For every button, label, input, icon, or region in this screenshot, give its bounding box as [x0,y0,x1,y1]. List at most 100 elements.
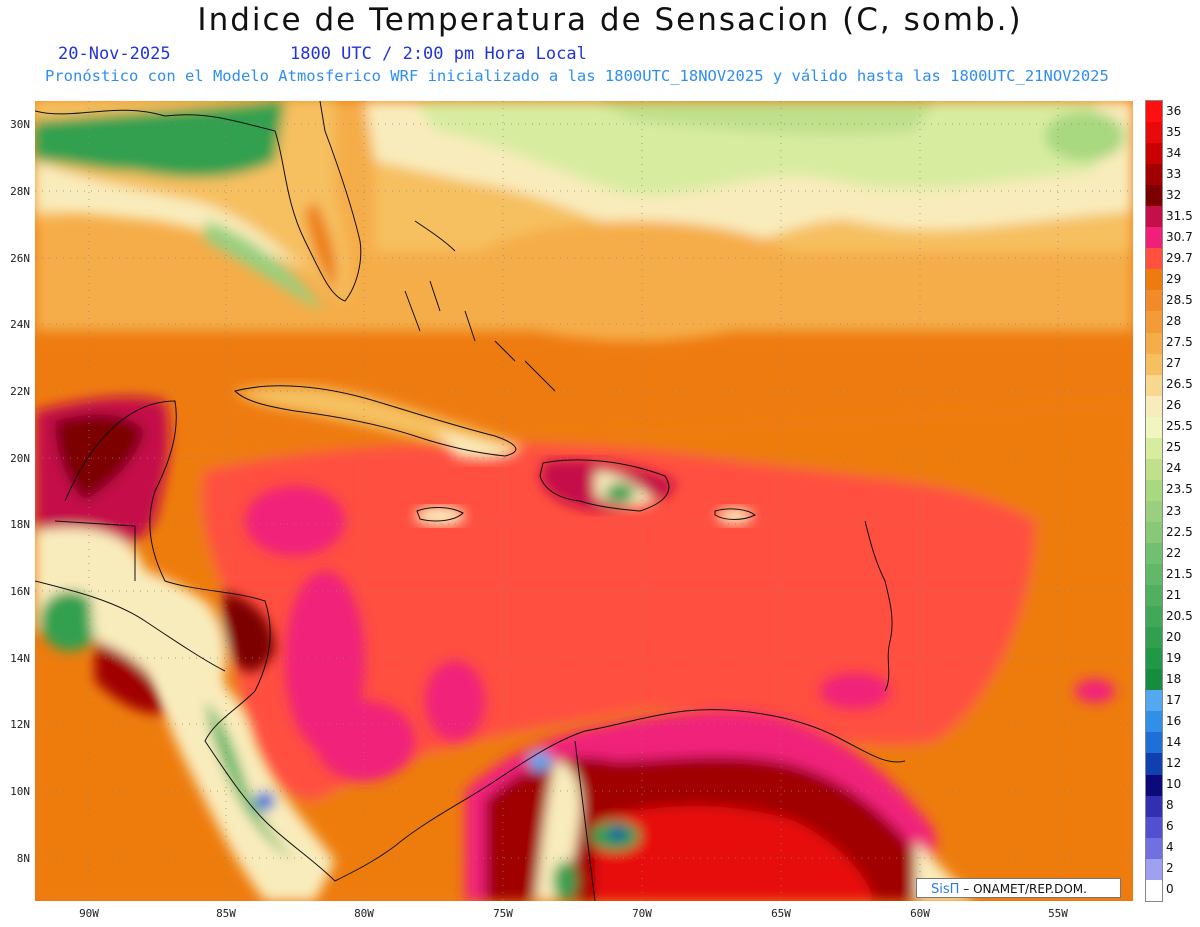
lat-label: 22N [10,385,30,398]
colorbar-label: 34 [1166,145,1182,160]
sispi-logo: SisΠ [931,882,960,897]
colorbar-swatch [1146,542,1162,565]
colorbar-swatch [1146,753,1162,775]
forecast-time: 1800 UTC / 2:00 pm Hora Local [290,44,587,64]
colorbar-label: 0 [1166,882,1174,897]
colorbar-swatch [1146,101,1162,123]
colorbar-label: 27.5 [1166,335,1193,350]
colorbar-swatch [1146,627,1162,649]
colorbar-label: 36 [1166,103,1182,118]
colorbar-swatch [1146,648,1162,670]
colorbar-swatch [1146,269,1162,291]
colorbar-label: 12 [1166,756,1182,771]
model-subtitle: Pronóstico con el Modelo Atmosferico WRF… [45,67,1109,85]
colorbar-label: 17 [1166,693,1182,707]
colorbar-swatch [1146,164,1162,186]
colorbar-swatch [1146,816,1162,838]
colorbar-swatch [1146,479,1162,501]
colorbar-label: 24 [1166,461,1182,476]
colorbar-swatch [1146,227,1162,249]
colorbar-label: 21.5 [1166,566,1193,581]
lat-label: 30N [10,118,30,131]
colorbar-label: 26.5 [1166,377,1193,392]
colorbar-label: 29.7 [1166,250,1193,265]
colorbar-label: 23.5 [1166,482,1193,497]
colorbar-label: 23 [1166,503,1182,518]
colorbar-label: 33 [1166,166,1182,181]
colorbar-label: 22 [1166,545,1182,560]
colorbar-swatch [1146,353,1162,375]
lat-label: 26N [10,252,30,265]
colorbar-swatch [1146,690,1162,712]
colorbar-label: 27 [1166,356,1182,371]
lat-label: 8N [16,852,30,865]
map-panel[interactable] [35,101,1133,901]
colorbar-label: 19 [1166,650,1182,665]
colorbar-label: 28.5 [1166,293,1193,307]
colorbar-swatch [1146,585,1162,607]
colorbar-label: 28 [1166,314,1182,329]
credit-text: – ONAMET/REP.DOM. [963,882,1087,896]
colorbar-swatch [1146,143,1162,165]
colorbar-label: 25.5 [1166,419,1193,434]
lat-label: 18N [10,518,30,531]
credit-box: SisΠ – ONAMET/REP.DOM. [916,878,1121,898]
lat-label: 20N [10,452,30,465]
colorbar-swatch [1146,521,1162,543]
colorbar-label: 31.5 [1166,208,1193,223]
colorbar-label: 8 [1166,798,1174,813]
colorbar-swatch [1146,500,1162,522]
colorbar-swatch [1146,795,1162,817]
colorbar-label: 16 [1166,714,1182,729]
colorbar-swatch [1146,606,1162,628]
colorbar-swatch [1146,858,1162,880]
colorbar-label: 10 [1166,777,1182,792]
chart-title: Indice de Temperatura de Sensacion (C, s… [197,2,1023,38]
colorbar-swatch [1146,206,1162,228]
lat-label: 12N [10,718,30,731]
colorbar-swatch [1146,669,1162,691]
colorbar-swatch [1146,311,1162,333]
lon-label: 70W [632,907,652,920]
colorbar-label: 6 [1166,819,1174,834]
colorbar-swatch [1146,458,1162,480]
colorbar-label: 25 [1166,440,1182,455]
lon-label: 75W [493,907,513,920]
colorbar-swatch [1146,879,1162,901]
colorbar-swatch [1146,837,1162,859]
colorbar-swatch [1146,122,1162,144]
colorbar-label: 20.5 [1166,608,1193,623]
colorbar-label: 21 [1166,587,1182,602]
colorbar-swatch [1146,774,1162,796]
lat-label: 28N [10,185,30,198]
colorbar-label: 29 [1166,271,1182,286]
colorbar-swatch [1146,332,1162,354]
lat-label: 10N [10,785,30,798]
forecast-date: 20-Nov-2025 [58,44,171,64]
lon-label: 55W [1048,907,1068,920]
colorbar-swatch [1146,732,1162,754]
lon-label: 80W [354,907,374,920]
colorbar-label: 35 [1166,124,1182,139]
colorbar-label: 32 [1166,187,1182,202]
lat-label: 16N [10,585,30,598]
colorbar-label: 30.7 [1166,229,1193,244]
lon-label: 90W [79,907,99,920]
colorbar-swatch [1146,564,1162,586]
colorbar-label: 4 [1166,840,1174,855]
lat-label: 24N [10,318,30,331]
colorbar-swatch [1146,248,1162,270]
lon-label: 85W [216,907,236,920]
colorbar-swatch [1146,711,1162,733]
colorbar-swatch [1146,395,1162,417]
colorbar-swatch [1146,416,1162,438]
colorbar-label: 20 [1166,629,1182,644]
lat-label: 14N [10,652,30,665]
colorbar-label: 22.5 [1166,524,1193,539]
colorbar-swatch [1146,374,1162,396]
map-field [35,101,1133,901]
colorbar-swatch [1146,290,1162,312]
colorbar-swatch [1146,185,1162,207]
lon-label: 65W [771,907,791,920]
colorbar-label: 2 [1166,861,1174,876]
